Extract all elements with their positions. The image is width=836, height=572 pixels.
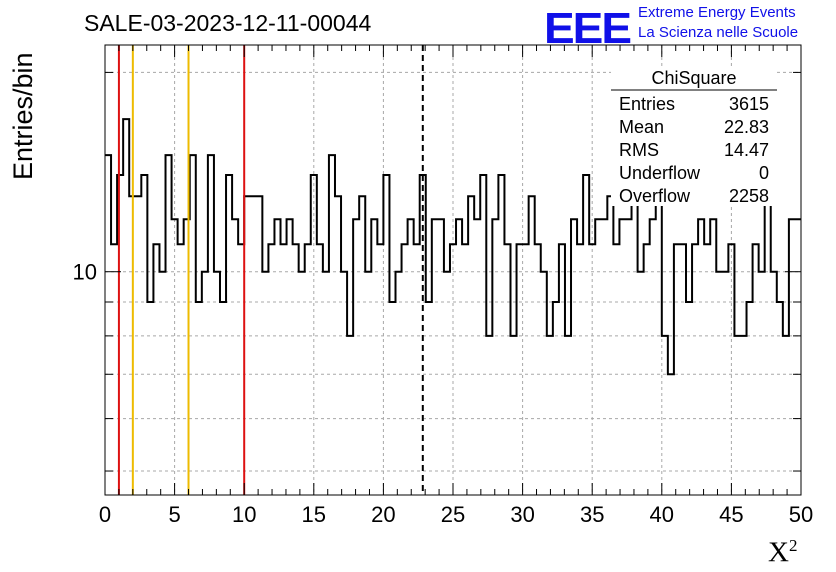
- stats-value-rms: 14.47: [724, 140, 769, 160]
- x-tick-label: 30: [510, 502, 534, 527]
- y-tick-label: 10: [73, 260, 97, 285]
- stats-label-entries: Entries: [619, 94, 675, 114]
- stats-label-rms: RMS: [619, 140, 659, 160]
- x-tick-label: 15: [302, 502, 326, 527]
- x-tick-label: 20: [371, 502, 395, 527]
- x-tick-label: 25: [441, 502, 465, 527]
- x-tick-label: 45: [719, 502, 743, 527]
- x-tick-label: 0: [99, 502, 111, 527]
- stats-label-underflow: Underflow: [619, 163, 701, 183]
- x-tick-label: 35: [580, 502, 604, 527]
- stats-value-underflow: 0: [759, 163, 769, 183]
- x-axis-label-symbol: Χ: [768, 536, 789, 569]
- logo-line-2: La Scienza nelle Scuole: [638, 24, 799, 41]
- x-tick-label: 10: [232, 502, 256, 527]
- stats-label-mean: Mean: [619, 117, 664, 137]
- stats-box: [611, 66, 777, 206]
- stats-value-overflow: 2258: [729, 186, 769, 206]
- plot-title: SALE-03-2023-12-11-00044: [84, 10, 372, 36]
- y-axis-label: Entries/bin: [8, 52, 38, 180]
- x-tick-label: 40: [650, 502, 674, 527]
- stats-label-overflow: Overflow: [619, 186, 691, 206]
- histogram-series: [105, 118, 801, 376]
- x-tick-label: 5: [168, 502, 180, 527]
- stats-value-mean: 22.83: [724, 117, 769, 137]
- eee-logo: EEE: [544, 2, 632, 53]
- x-tick-label: 50: [789, 502, 813, 527]
- logo-line-1: Extreme Energy Events: [638, 4, 796, 21]
- stats-box-title: ChiSquare: [651, 68, 736, 88]
- x-axis-label-superscript: 2: [788, 536, 798, 555]
- x-axis-label: Χ2: [768, 536, 797, 570]
- stats-value-entries: 3615: [729, 94, 769, 114]
